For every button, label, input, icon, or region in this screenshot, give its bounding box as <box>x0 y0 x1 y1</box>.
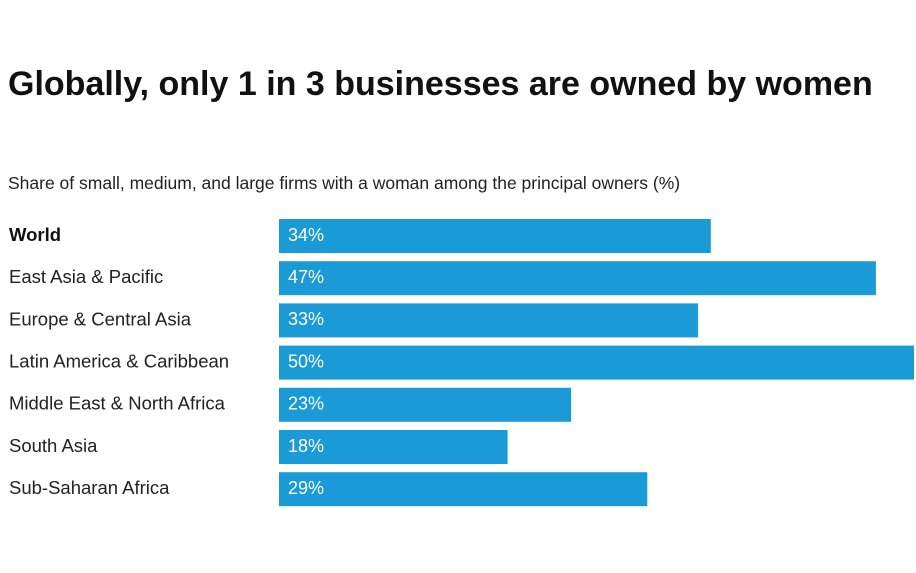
bar <box>279 261 876 296</box>
value-label: 47% <box>288 267 324 287</box>
category-label: Sub-Saharan Africa <box>9 477 170 498</box>
category-label: South Asia <box>9 435 98 456</box>
value-label: 29% <box>288 478 324 498</box>
value-label: 34% <box>288 225 324 245</box>
bar <box>279 303 699 338</box>
bar <box>279 472 648 507</box>
chart-title: Globally, only 1 in 3 businesses are own… <box>8 65 873 103</box>
value-label: 23% <box>288 394 324 414</box>
category-label: Europe & Central Asia <box>9 308 192 329</box>
category-label: East Asia & Pacific <box>9 266 163 287</box>
category-label: Latin America & Caribbean <box>9 350 229 371</box>
value-label: 33% <box>288 309 324 329</box>
value-label: 18% <box>288 436 324 456</box>
category-label: World <box>9 224 61 245</box>
chart-subtitle: Share of small, medium, and large firms … <box>8 173 681 193</box>
bar <box>279 387 572 422</box>
bar <box>279 219 711 253</box>
bar <box>279 430 508 464</box>
category-label: Middle East & North Africa <box>9 393 226 414</box>
bar <box>279 345 914 380</box>
value-label: 50% <box>288 351 324 371</box>
